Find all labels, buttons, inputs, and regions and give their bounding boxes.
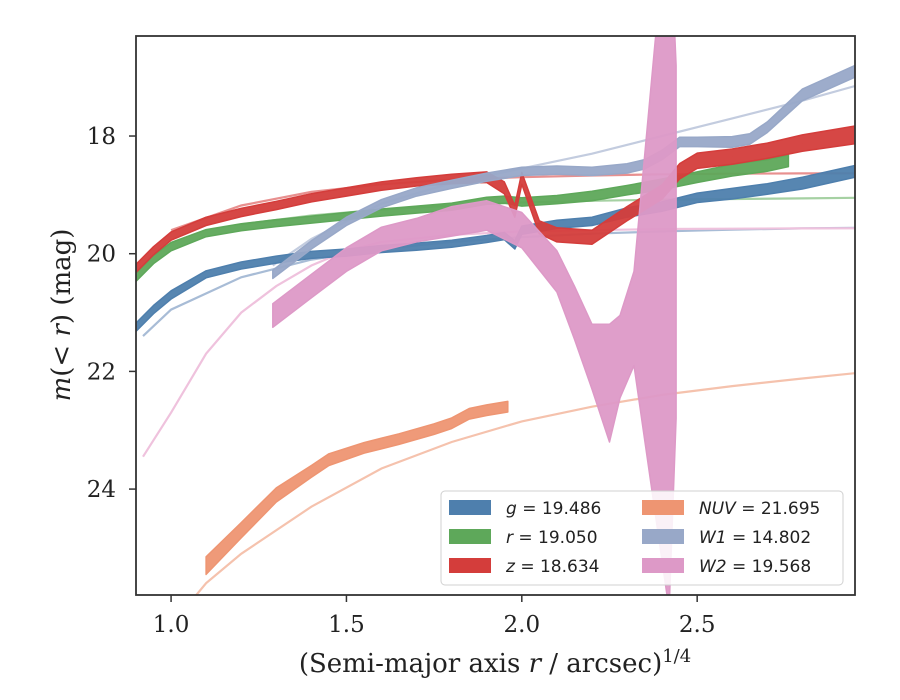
- x-tick-label: 2.5: [679, 612, 716, 638]
- series-g: [136, 164, 855, 333]
- series-w1: [272, 64, 855, 280]
- x-tick-label: 1.5: [328, 612, 365, 638]
- fit-curve-g: [142, 226, 855, 337]
- legend-swatch: [449, 529, 491, 544]
- axis-ticks: 1.0 1.5 2.0 2.5 18 20 22 24: [87, 124, 716, 638]
- band-w1: [272, 64, 855, 280]
- legend-item-w2: W2 = 19.568: [642, 557, 811, 577]
- legend-label: z = 18.634: [505, 557, 599, 577]
- legend-label: W2 = 19.568: [699, 557, 811, 577]
- legend-label: NUV = 21.695: [699, 499, 820, 519]
- legend-swatch: [642, 529, 684, 544]
- legend-item-r: r = 19.050: [449, 528, 598, 548]
- fit-curve-nuv: [194, 372, 855, 595]
- x-tick-label: 2.0: [504, 612, 541, 638]
- legend-label: W1 = 14.802: [699, 528, 811, 548]
- band-g: [136, 164, 855, 333]
- legend-label: g = 19.486: [506, 499, 601, 519]
- x-axis-label: (Semi-major axis r / arcsec)1/4: [299, 646, 691, 680]
- data-band-layer: [136, 36, 855, 595]
- y-tick-label: 18: [87, 124, 116, 150]
- series-nuv: [205, 400, 509, 576]
- y-tick-label: 20: [87, 242, 116, 268]
- series-w2: [272, 36, 677, 595]
- y-tick-label: 22: [87, 359, 116, 385]
- legend-swatch: [642, 500, 684, 515]
- plot-frame: [135, 35, 856, 596]
- legend-swatch: [642, 558, 684, 573]
- legend-item-nuv: NUV = 21.695: [642, 499, 820, 519]
- x-tick-label: 1.0: [153, 612, 190, 638]
- legend-swatch: [449, 500, 491, 515]
- legend-label: r = 19.050: [506, 528, 598, 548]
- legend-item-z: z = 18.634: [449, 557, 599, 577]
- legend-item-g: g = 19.486: [449, 499, 601, 519]
- band-nuv: [205, 400, 509, 576]
- band-w2: [272, 36, 677, 595]
- legend-item-w1: W1 = 14.802: [642, 528, 811, 548]
- legend: g = 19.486 r = 19.050 z = 18.634 NUV = 21.6…: [440, 490, 844, 586]
- legend-swatch: [449, 558, 491, 573]
- y-tick-label: 24: [87, 477, 116, 503]
- y-axis-label: m(< r) (mag): [47, 229, 77, 402]
- band-z: [136, 125, 855, 274]
